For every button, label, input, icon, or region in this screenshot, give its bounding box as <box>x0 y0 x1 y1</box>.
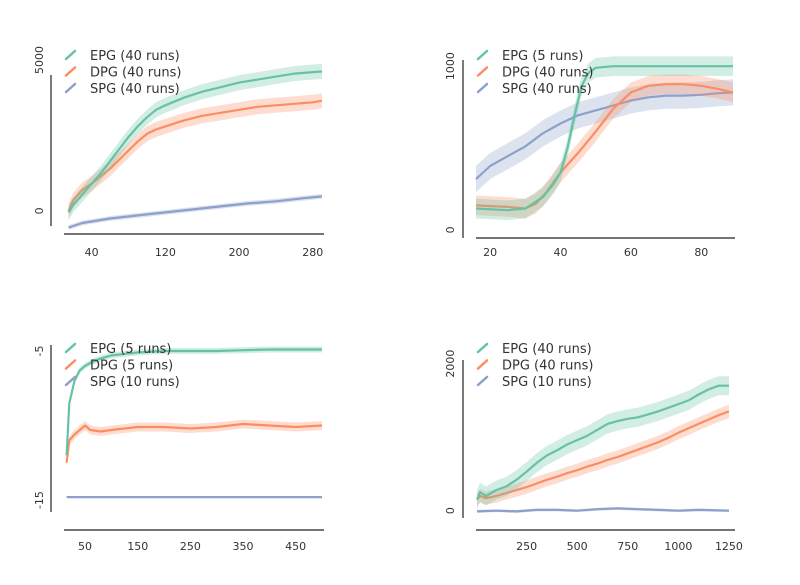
x-tick-label: 250 <box>516 540 537 553</box>
series-line-dpg <box>476 410 730 501</box>
legend-marker-epg <box>64 342 77 354</box>
chart-panel-1: 40 120 200 280 0 5000 EPG (40 runs) DPG (40 run… <box>33 46 324 259</box>
y-tick-label: 0 <box>444 226 457 233</box>
legend-label-epg: EPG (5 runs) <box>90 342 171 357</box>
legend-label-spg: SPG (10 runs) <box>502 375 592 390</box>
legend-marker-spg <box>476 375 489 387</box>
x-tick-label: 350 <box>233 540 254 553</box>
legend-marker-spg <box>64 82 77 94</box>
x-tick-label: 40 <box>553 246 567 259</box>
y-tick-label: 1000 <box>444 52 457 80</box>
series-band-spg <box>476 79 733 193</box>
x-tick-label: 200 <box>229 246 250 259</box>
chart-panel-2: 20 40 60 80 0 1000 EPG (5 runs) DPG (40 runs)SP… <box>444 49 735 259</box>
plot-area <box>475 376 730 513</box>
x-tick-label: 1000 <box>664 540 692 553</box>
y-tick-label: -5 <box>33 345 46 356</box>
x-tick-label: 250 <box>180 540 201 553</box>
x-tick-label: 280 <box>302 246 323 259</box>
y-tick-label: 5000 <box>33 46 46 74</box>
plot-area <box>475 56 734 221</box>
y-tick-label: 0 <box>444 507 457 514</box>
legend-marker-dpg <box>64 66 77 77</box>
plot-area <box>65 346 323 499</box>
legend-label-epg: EPG (40 runs) <box>502 342 592 357</box>
x-tick-label: 150 <box>127 540 148 553</box>
series-band-dpg <box>476 74 733 219</box>
x-tick-label: 750 <box>617 540 638 553</box>
legend-marker-spg <box>476 82 489 94</box>
chart-panel-3: 50 150 250 350 450 -5 -15 EPG (5 runs) DPG (5 ru… <box>33 342 324 553</box>
legend-marker-epg <box>64 49 77 61</box>
chart-panel-4: 250 500 750 1000 1250 0 2000 EPG (40 runs) DPG (… <box>444 342 743 553</box>
legend-marker-dpg <box>64 359 77 370</box>
x-tick-label: 60 <box>624 246 638 259</box>
x-tick-label: 20 <box>483 246 497 259</box>
legend-label-epg: EPG (40 runs) <box>90 49 180 64</box>
series-line-epg <box>67 70 323 213</box>
x-tick-label: 80 <box>694 246 708 259</box>
plot-area <box>67 63 323 230</box>
legend-marker-dpg <box>476 66 489 77</box>
legend-label-dpg: DPG (40 runs) <box>502 66 593 81</box>
legend-marker-spg <box>64 375 77 387</box>
legend: EPG (40 runs) DPG (40 runs)SPG (40 runs) <box>64 49 181 97</box>
legend-marker-epg <box>476 49 489 61</box>
legend-marker-epg <box>476 342 489 354</box>
series-band-dpg <box>66 419 322 468</box>
series-band-epg <box>68 63 322 221</box>
series-line-epg <box>475 65 733 212</box>
x-tick-label: 40 <box>85 246 99 259</box>
x-tick-label: 50 <box>78 540 92 553</box>
y-tick-label: 0 <box>33 207 46 214</box>
series-band-dpg <box>477 404 729 507</box>
legend-label-epg: EPG (5 runs) <box>502 49 583 64</box>
series-band-epg <box>477 376 729 510</box>
y-tick-label: -15 <box>33 491 46 509</box>
x-tick-label: 1250 <box>715 540 743 553</box>
legend-label-spg: SPG (40 runs) <box>90 82 180 97</box>
legend-label-dpg: DPG (5 runs) <box>90 359 173 374</box>
series-line-spg <box>68 195 323 229</box>
series-line-dpg <box>65 422 323 463</box>
legend-label-dpg: DPG (40 runs) <box>90 66 181 81</box>
series-line-spg <box>476 507 730 513</box>
legend-label-spg: SPG (10 runs) <box>90 375 180 390</box>
series-line-dpg <box>67 99 323 212</box>
y-tick-label: 2000 <box>444 350 457 378</box>
legend-label-spg: SPG (40 runs) <box>502 82 592 97</box>
series-line-epg <box>475 384 729 501</box>
legend-label-dpg: DPG (40 runs) <box>502 359 593 374</box>
legend: EPG (5 runs) DPG (40 runs)SPG (40 runs) <box>476 49 593 97</box>
legend: EPG (5 runs) DPG (5 runs)SPG (10 runs) <box>64 342 180 390</box>
series-band-epg <box>476 56 733 221</box>
x-tick-label: 500 <box>567 540 588 553</box>
series-line-epg <box>65 348 322 456</box>
x-tick-label: 120 <box>155 246 176 259</box>
x-tick-label: 450 <box>285 540 306 553</box>
legend-marker-dpg <box>476 359 489 370</box>
series-line-spg <box>475 91 734 180</box>
legend: EPG (40 runs) DPG (40 runs)SPG (10 runs) <box>476 342 593 390</box>
